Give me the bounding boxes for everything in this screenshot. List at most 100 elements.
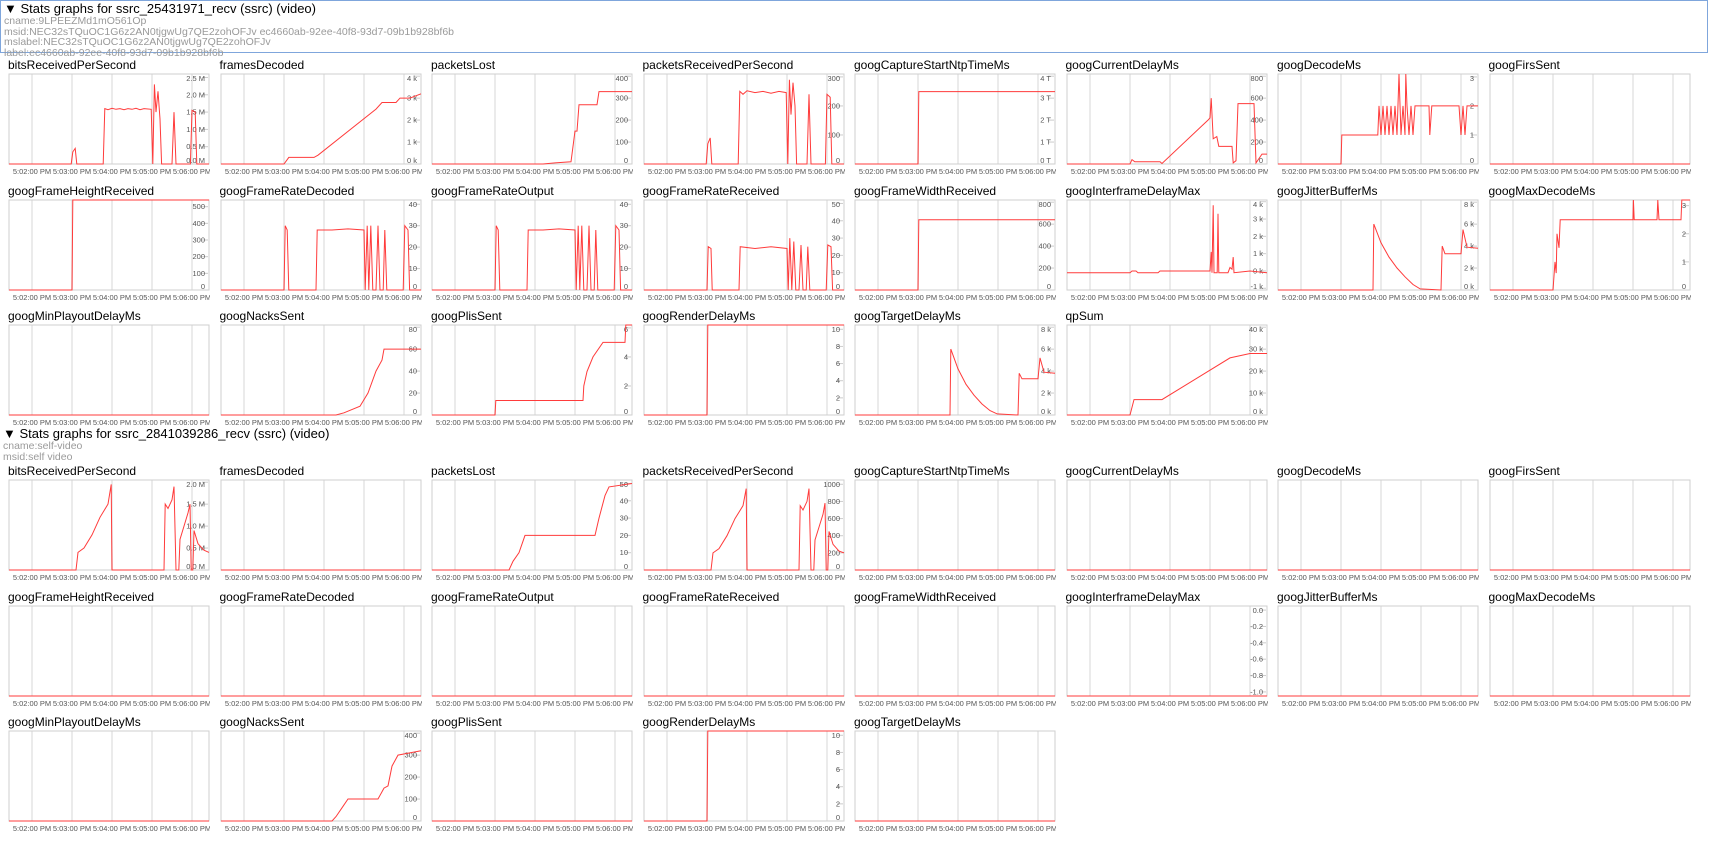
x-tick-label: 5:04:00 PM bbox=[1362, 699, 1400, 708]
y-tick-label: 4 k bbox=[1041, 367, 1051, 376]
x-tick-label: 5:02:00 PM bbox=[224, 167, 262, 176]
graph-title: googJitterBufferMs bbox=[1277, 183, 1378, 198]
graph-title: googFrameRateDecoded bbox=[219, 589, 355, 604]
x-tick-label: 5:02:00 PM bbox=[647, 293, 685, 302]
x-tick-label: 5:05:00 PM bbox=[344, 167, 382, 176]
plot-area bbox=[855, 480, 1055, 570]
plot-area bbox=[432, 325, 632, 415]
x-tick-label: 5:05:00 PM bbox=[1190, 293, 1228, 302]
x-tick-label: 5:02:00 PM bbox=[1070, 699, 1108, 708]
graph-title: googCaptureStartNtpTimeMs bbox=[854, 58, 1010, 72]
graph-plot: 5:02:00 PM 5:03:00 PM 5:04:00 PM 5:05:00 PM… bbox=[220, 324, 422, 427]
plot-area bbox=[855, 731, 1055, 821]
stat-graph: framesDecoded 5:02:00 PM 5:03:00 PM 5:04:00… bbox=[220, 464, 425, 590]
graph-title: googTargetDelayMs bbox=[854, 715, 961, 729]
x-tick-label: 5:03:00 PM bbox=[687, 573, 725, 582]
series-line bbox=[9, 199, 209, 290]
plot-area bbox=[1278, 480, 1478, 570]
graph-plot: 5:02:00 PM 5:03:00 PM 5:04:00 PM 5:05:00 PM… bbox=[1066, 73, 1268, 176]
stat-graph: googNacksSent 5:02:00 PM 5:03:00 PM 5:04:00… bbox=[220, 309, 425, 435]
y-tick-label: 10 bbox=[831, 268, 839, 277]
stat-graph: googFrameRateOutput 5:02:00 PM 5:03:00 PM 5… bbox=[431, 184, 636, 310]
x-tick-label: 5:05:00 PM bbox=[556, 699, 594, 708]
graph-title: googFirsSent bbox=[1488, 58, 1560, 72]
y-tick-label: 2 T bbox=[1040, 116, 1051, 125]
y-tick-label: 800 bbox=[1250, 74, 1263, 83]
x-tick-label: 5:02:00 PM bbox=[859, 293, 897, 302]
ssrc-mslabel: mslabel:NEC32sTQuOC1G6z2AN0tjgwUg7QE2zoh… bbox=[4, 36, 271, 48]
x-tick-label: 5:05:00 PM bbox=[1613, 293, 1651, 302]
section-toggle-title[interactable]: ▼ Stats graphs for ssrc_25431971_recv (s… bbox=[4, 1, 316, 16]
x-tick-label: 5:03:00 PM bbox=[1533, 699, 1571, 708]
x-tick-label: 5:04:00 PM bbox=[1362, 167, 1400, 176]
graph-title: googFrameRateDecoded bbox=[219, 183, 355, 198]
y-tick-label: 30 bbox=[831, 233, 839, 242]
plot-area bbox=[432, 74, 632, 164]
y-tick-label: 100 bbox=[615, 138, 628, 147]
y-tick-label: 100 bbox=[827, 130, 840, 139]
x-tick-label: 5:02:00 PM bbox=[647, 167, 685, 176]
stat-graph: googFrameWidthReceived 5:02:00 PM 5:03:00 … bbox=[854, 184, 1059, 310]
graph-plot: 5:02:00 PM 5:03:00 PM 5:04:00 PM 5:05:00 PM… bbox=[643, 199, 845, 302]
series-line bbox=[9, 484, 210, 571]
x-tick-label: 5:06:00 PM bbox=[1019, 418, 1056, 427]
y-tick-label: 0 k bbox=[1252, 266, 1262, 275]
x-tick-label: 5:04:00 PM bbox=[727, 699, 765, 708]
stat-graph: bitsReceivedPerSecond 5:02:00 PM 5:03:00 P… bbox=[8, 58, 213, 184]
y-tick-label: 300 bbox=[615, 94, 628, 103]
x-tick-label: 5:02:00 PM bbox=[1282, 699, 1320, 708]
x-tick-label: 5:04:00 PM bbox=[1150, 699, 1188, 708]
y-tick-label: 30 bbox=[620, 514, 628, 523]
y-tick-label: 40 bbox=[620, 200, 628, 209]
x-tick-label: 5:06:00 PM bbox=[807, 167, 844, 176]
x-tick-label: 5:02:00 PM bbox=[1493, 293, 1531, 302]
graph-plot: 5:02:00 PM 5:03:00 PM 5:04:00 PM 5:05:00 PM… bbox=[431, 73, 633, 176]
plot-border bbox=[1489, 199, 1690, 290]
series-line bbox=[855, 218, 1055, 290]
series-line bbox=[1278, 73, 1478, 165]
y-tick-label: 3 bbox=[1470, 74, 1474, 83]
plot-border bbox=[8, 479, 210, 571]
x-tick-label: 5:03:00 PM bbox=[476, 824, 514, 833]
plot-border bbox=[1277, 73, 1479, 165]
y-tick-label: 2 bbox=[835, 393, 839, 402]
x-tick-label: 5:03:00 PM bbox=[687, 167, 725, 176]
x-tick-label: 5:05:00 PM bbox=[556, 418, 594, 427]
y-tick-label: 400 bbox=[827, 531, 840, 540]
y-tick-label: 6 bbox=[835, 765, 839, 774]
y-tick-label: 2 k bbox=[1464, 263, 1474, 272]
graph-plot: 5:02:00 PM 5:03:00 PM 5:04:00 PM 5:05:00 PM… bbox=[220, 479, 422, 582]
x-tick-label: 5:02:00 PM bbox=[13, 573, 51, 582]
y-tick-label: 0 k bbox=[406, 156, 416, 165]
plot-area bbox=[1489, 74, 1690, 164]
x-tick-label: 5:05:00 PM bbox=[1402, 167, 1440, 176]
plot-border bbox=[1066, 73, 1267, 165]
series-line bbox=[855, 91, 1055, 165]
section-toggle-title[interactable]: ▼ Stats graphs for ssrc_2841039286_recv … bbox=[3, 426, 330, 441]
x-tick-label: 5:04:00 PM bbox=[93, 293, 131, 302]
plot-border bbox=[854, 73, 1056, 165]
graph-title: googMinPlayoutDelayMs bbox=[8, 309, 141, 323]
x-tick-label: 5:02:00 PM bbox=[436, 167, 474, 176]
graph-plot: 5:02:00 PM 5:03:00 PM 5:04:00 PM 5:05:00 PM… bbox=[8, 479, 210, 582]
graph-plot: 5:02:00 PM 5:03:00 PM 5:04:00 PM 5:05:00 PM… bbox=[643, 605, 845, 708]
y-tick-label: 10 bbox=[831, 325, 839, 334]
ssrc-msid: msid:self video bbox=[3, 450, 73, 463]
y-tick-label: 0 k bbox=[1041, 407, 1051, 416]
y-tick-label: 8 k bbox=[1464, 200, 1474, 209]
y-tick-label: 40 k bbox=[1248, 325, 1262, 334]
x-tick-label: 5:03:00 PM bbox=[687, 824, 725, 833]
stat-graph: googTargetDelayMs 5:02:00 PM 5:03:00 PM 5:0… bbox=[854, 309, 1059, 435]
y-tick-label: 4 bbox=[835, 782, 839, 791]
x-tick-label: 5:02:00 PM bbox=[1070, 293, 1108, 302]
series-line bbox=[432, 324, 632, 416]
x-tick-label: 5:06:00 PM bbox=[173, 573, 210, 582]
x-tick-label: 5:02:00 PM bbox=[859, 573, 897, 582]
x-tick-label: 5:03:00 PM bbox=[1110, 699, 1148, 708]
graph-title: packetsReceivedPerSecond bbox=[642, 58, 794, 72]
y-tick-label: 0 T bbox=[1040, 156, 1051, 165]
x-tick-label: 5:05:00 PM bbox=[344, 699, 382, 708]
plot-area bbox=[432, 480, 632, 570]
plot-area bbox=[643, 605, 844, 696]
y-tick-label: 1000 bbox=[823, 480, 840, 489]
